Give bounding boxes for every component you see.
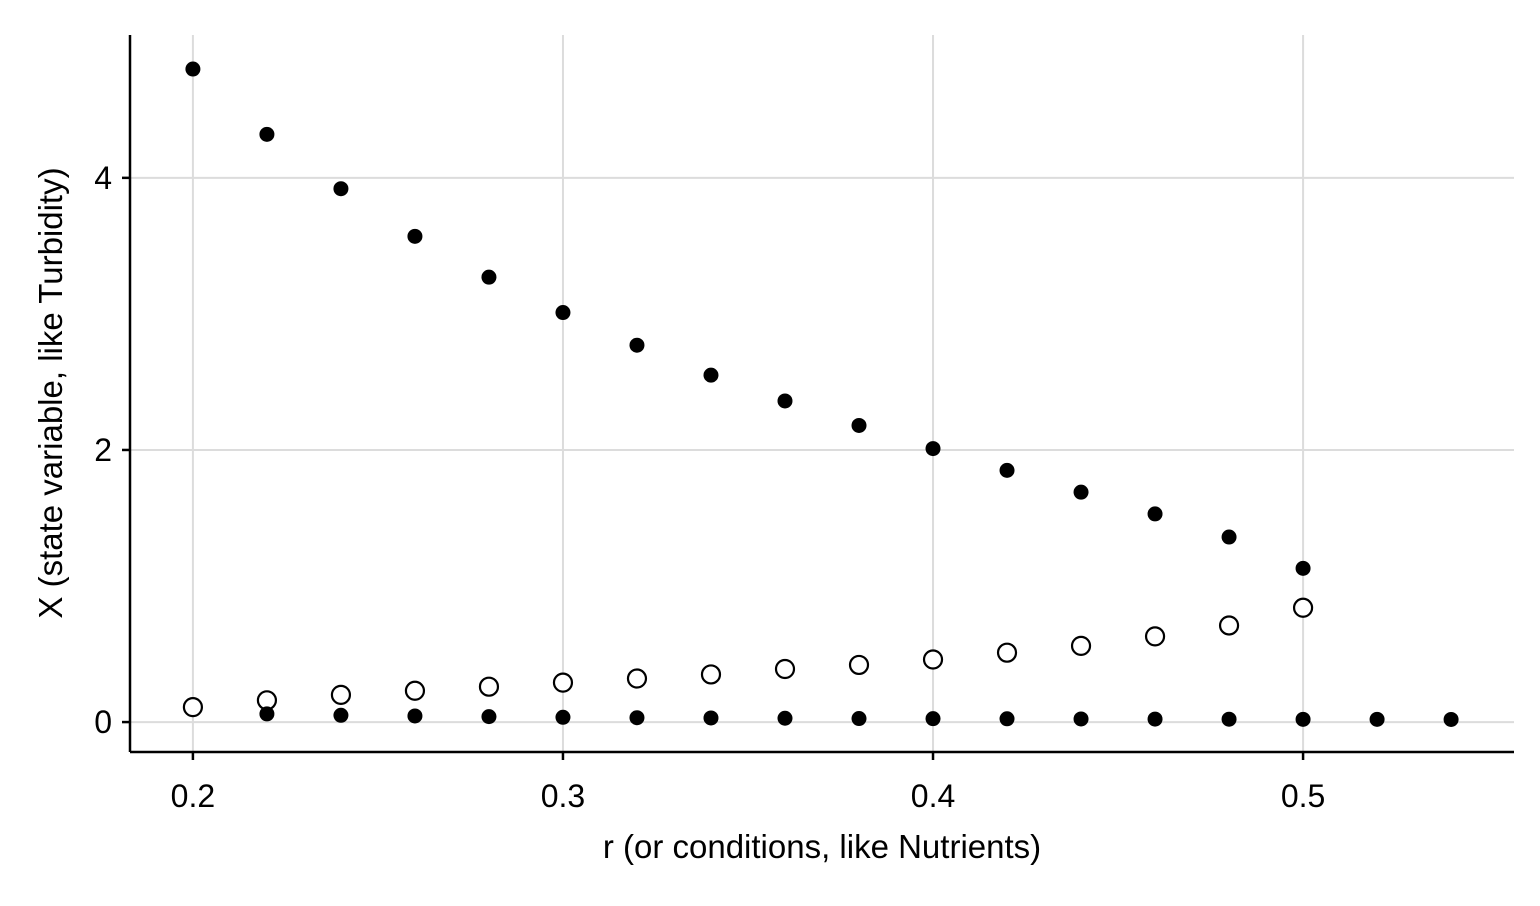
series-1 xyxy=(185,61,1311,576)
filled-point xyxy=(259,706,275,722)
open-point xyxy=(922,649,944,670)
filled-point xyxy=(333,707,349,723)
filled-point xyxy=(259,126,275,142)
filled-point xyxy=(1369,711,1385,727)
filled-point xyxy=(925,441,941,457)
open-point xyxy=(700,664,722,685)
filled-point xyxy=(1147,506,1163,522)
open-point xyxy=(626,668,648,689)
filled-point xyxy=(1073,484,1089,500)
filled-point xyxy=(185,61,201,77)
open-point xyxy=(996,642,1018,663)
filled-point xyxy=(407,708,423,724)
filled-point xyxy=(1295,560,1311,576)
open-point xyxy=(552,672,574,693)
open-point xyxy=(182,697,204,718)
tick-labels: 0.2 0.3 0.4 0.5 0 2 4 xyxy=(94,160,1325,814)
filled-point xyxy=(703,710,719,726)
filled-point xyxy=(777,710,793,726)
filled-point xyxy=(333,181,349,197)
filled-point xyxy=(1073,711,1089,727)
grid-lines xyxy=(130,35,1514,752)
x-axis-label: r (or conditions, like Nutrients) xyxy=(603,828,1041,865)
y-tick-label: 4 xyxy=(94,160,112,196)
open-point xyxy=(774,658,796,680)
open-point xyxy=(1144,626,1166,647)
filled-point xyxy=(1221,529,1237,545)
open-point xyxy=(848,654,870,676)
filled-point xyxy=(777,393,793,409)
filled-point xyxy=(703,367,719,383)
open-point xyxy=(1070,635,1092,656)
data-points xyxy=(182,61,1459,727)
x-tick-label: 0.3 xyxy=(541,778,585,814)
filled-point xyxy=(555,709,571,725)
filled-point xyxy=(851,711,867,727)
filled-point xyxy=(1221,711,1237,727)
filled-point xyxy=(851,417,867,433)
filled-point xyxy=(1295,711,1311,727)
open-point xyxy=(478,676,500,697)
filled-point xyxy=(1147,711,1163,727)
x-tick-label: 0.2 xyxy=(171,778,215,814)
x-tick-label: 0.5 xyxy=(1281,778,1325,814)
filled-point xyxy=(999,711,1015,727)
open-point xyxy=(330,684,352,705)
open-point xyxy=(1292,597,1314,618)
filled-point xyxy=(629,710,645,726)
y-axis-label: X (state variable, like Turbidity) xyxy=(32,167,69,618)
filled-point xyxy=(999,462,1015,478)
y-tick-label: 2 xyxy=(94,432,112,468)
series-2 xyxy=(182,597,1314,718)
filled-point xyxy=(481,269,497,285)
filled-point xyxy=(407,228,423,244)
y-tick-label: 0 xyxy=(94,704,112,740)
filled-point xyxy=(481,709,497,725)
open-point xyxy=(1218,615,1240,636)
axes xyxy=(128,35,1514,754)
series-3 xyxy=(259,706,1459,727)
filled-point xyxy=(1443,711,1459,727)
x-tick-label: 0.4 xyxy=(911,778,955,814)
filled-point xyxy=(925,711,941,727)
filled-point xyxy=(555,305,571,321)
open-point xyxy=(404,680,426,701)
filled-point xyxy=(629,337,645,353)
